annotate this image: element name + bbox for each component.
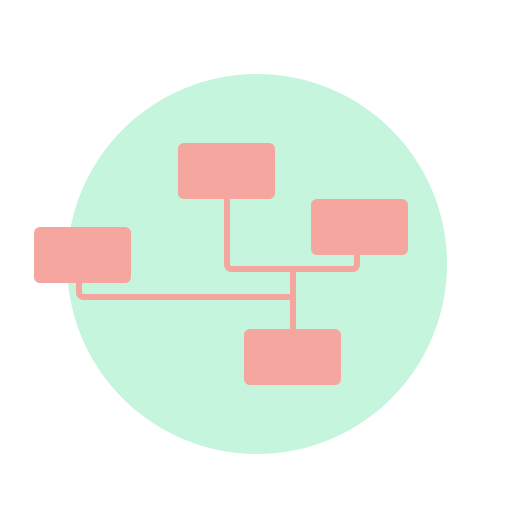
top-node [178, 143, 275, 199]
connector-left-node [76, 277, 296, 300]
right-node [311, 199, 408, 255]
left-node [34, 227, 131, 283]
background-circle [67, 74, 447, 454]
connector-top-node [224, 193, 296, 272]
connector-right-node [290, 249, 360, 272]
bottom-node [244, 329, 341, 385]
